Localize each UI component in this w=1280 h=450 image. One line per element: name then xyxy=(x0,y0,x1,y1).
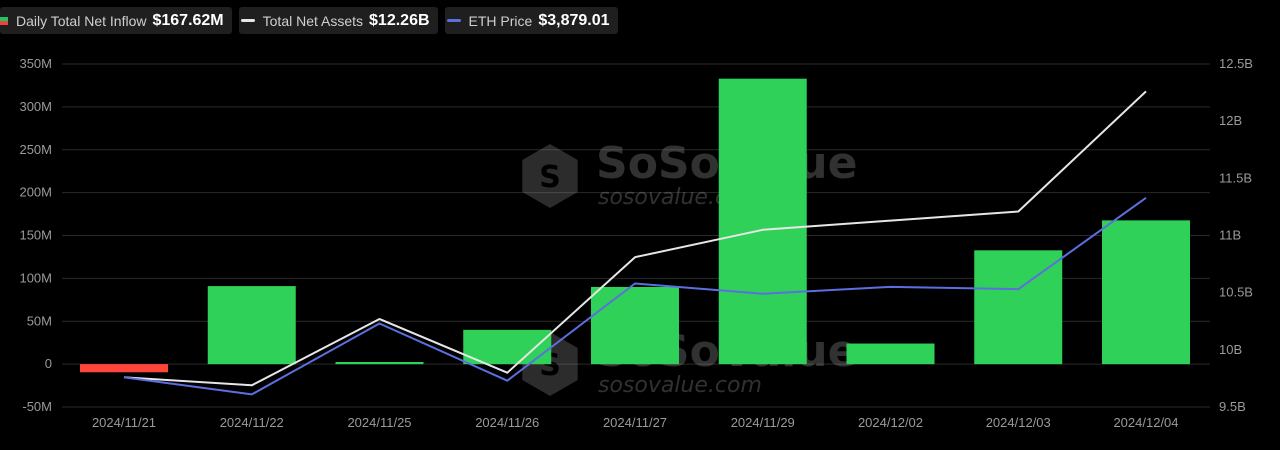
y-right-tick-label: 11B xyxy=(1219,228,1241,243)
y-left-tick-label: -50M xyxy=(22,399,52,414)
x-tick-label: 2024/11/21 xyxy=(92,415,156,430)
x-tick-label: 2024/11/27 xyxy=(603,415,667,430)
x-tick-label: 2024/12/02 xyxy=(858,415,923,430)
line-layer xyxy=(123,90,1147,396)
x-tick-label: 2024/12/03 xyxy=(986,415,1051,430)
sosovalue-logo-icon xyxy=(522,144,578,208)
inflow-bar xyxy=(1102,220,1190,365)
legend: Daily Total Net Inflow $167.62M Total Ne… xyxy=(0,7,618,34)
legend-item-assets[interactable]: Total Net Assets $12.26B xyxy=(238,7,438,34)
axis-layer: 350M 300M 250M 200M 150M 100M 50M 0 -50M 12.5B 12B… xyxy=(19,56,1253,430)
total-net-assets-line xyxy=(123,90,1147,387)
y-left-tick-label: 250M xyxy=(19,142,52,157)
inflow-bar xyxy=(846,343,935,365)
sosovalue-logo-glyph: S xyxy=(539,160,561,195)
y-left-tick-label: 350M xyxy=(19,56,52,71)
inflow-bar xyxy=(207,286,296,365)
legend-inflow-label: Daily Total Net Inflow xyxy=(16,12,147,29)
inflow-swatch-icon xyxy=(0,16,8,25)
legend-inflow-value: $167.62M xyxy=(152,11,224,29)
y-left-tick-label: 50M xyxy=(27,313,52,328)
assets-line-swatch-icon xyxy=(240,19,255,22)
legend-item-inflow[interactable]: Daily Total Net Inflow $167.62M xyxy=(0,7,232,34)
x-tick-label: 2024/11/22 xyxy=(220,415,284,430)
legend-item-eth[interactable]: ETH Price $3,879.01 xyxy=(444,7,618,34)
y-left-tick-label: 100M xyxy=(19,270,52,285)
y-left-tick-label: 150M xyxy=(19,228,52,243)
eth-price-line xyxy=(123,196,1147,396)
x-tick-label: 2024/11/29 xyxy=(731,415,795,430)
inflow-bar xyxy=(80,364,168,373)
legend-assets-value: $12.26B xyxy=(369,11,430,29)
y-right-tick-label: 12B xyxy=(1219,113,1242,128)
x-tick-label: 2024/11/26 xyxy=(475,415,539,430)
legend-eth-value: $3,879.01 xyxy=(538,11,610,29)
y-left-tick-label: 300M xyxy=(19,99,52,114)
eth-line-swatch-icon xyxy=(446,19,461,22)
bar-layer xyxy=(80,78,1190,373)
y-right-tick-label: 11.5B xyxy=(1219,170,1252,185)
watermark-url: sosovalue.com xyxy=(598,373,762,398)
watermark-layer: SSoSoValuesosovalue.com SSoSoValuesosoval… xyxy=(522,138,857,398)
bottom-watermark: SSoSoValuesosovalue.com xyxy=(522,326,857,398)
top-watermark: SSoSoValuesosovalue.com xyxy=(522,138,857,210)
legend-eth-label: ETH Price xyxy=(468,12,533,29)
y-right-tick-label: 10.5B xyxy=(1219,285,1253,300)
inflow-bar xyxy=(718,78,807,365)
legend-assets-label: Total Net Assets xyxy=(262,12,364,29)
y-right-tick-label: 12.5B xyxy=(1219,56,1253,71)
x-tick-label: 2024/12/04 xyxy=(1113,415,1178,430)
inflow-bar xyxy=(591,286,679,365)
y-left-tick-label: 0 xyxy=(45,356,52,371)
y-right-tick-label: 9.5B xyxy=(1219,399,1246,414)
x-tick-label: 2024/11/25 xyxy=(347,415,411,430)
inflow-bar xyxy=(335,361,424,365)
y-right-tick-label: 10B xyxy=(1219,342,1242,357)
y-left-tick-label: 200M xyxy=(19,185,52,200)
